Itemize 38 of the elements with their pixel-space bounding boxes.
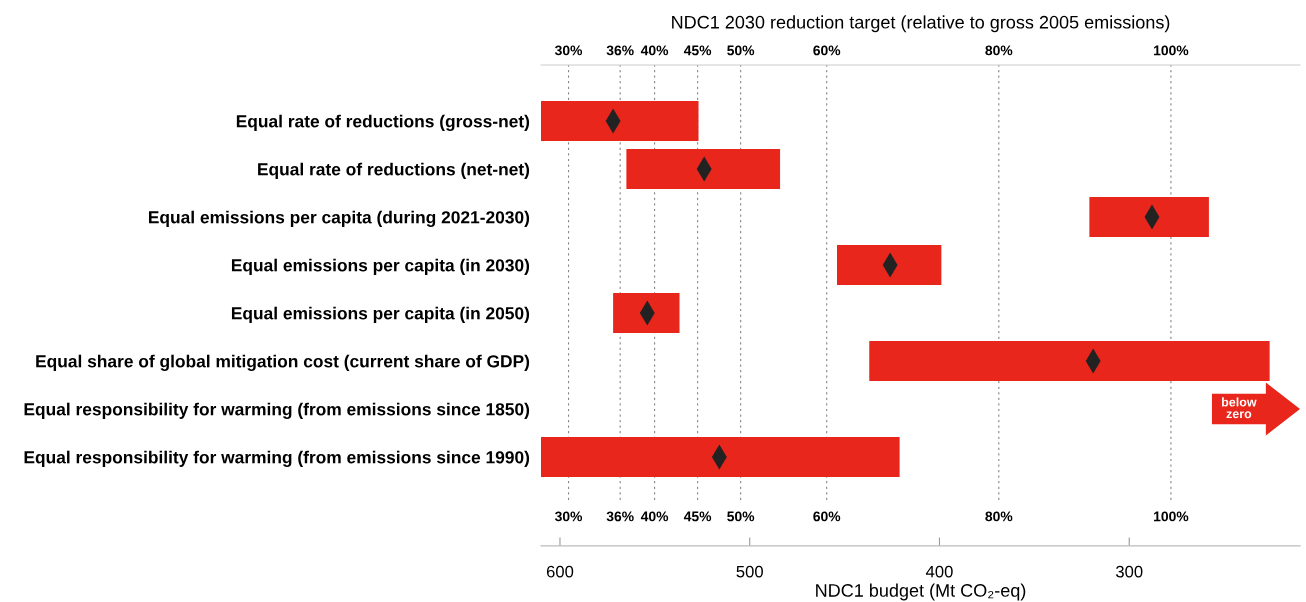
text: 36% [606,511,634,522]
x2-tick-label: 40% [640,45,669,56]
bar [626,149,781,189]
y-tick-label: Equal responsibility for warming (from emissions since 1850) [24,402,530,419]
bar [541,101,699,141]
y-tick-label: Equal share of global mitigation cost (current share of GDP) [36,354,530,371]
bar [613,293,680,333]
text: 40% [640,511,669,522]
x2-axis-title: NDC1 2030 reduction target (relative to gross 2005 emissions) [672,15,1170,33]
y-tick-label: Equal emissions per capita (in 2050) [231,306,530,323]
x2-tick-label: 100% [1154,45,1189,56]
text: 45% [683,511,712,522]
y-tick-label: Equal rate of reductions (gross-net) [236,114,530,131]
bar [837,245,942,285]
bar [869,341,1270,381]
text: 60% [813,511,841,522]
bar [541,437,900,477]
y-tick-label: Equal emissions per capita (in 2030) [231,258,530,275]
x-tick-label: 300 [1115,565,1143,578]
y-tick-label: Equal rate of reductions (net-net) [258,162,530,179]
text: 30% [554,511,583,522]
y-tick-label: Equal emissions per capita (during 2021-2030) [149,210,530,227]
x-tick-label: 400 [925,565,953,578]
y-tick-label: Equal responsibility for warming (from emissions since 1990) [24,450,530,467]
x2-tick-label: 50% [727,45,755,56]
text: 100% [1154,511,1189,522]
x-tick-label: 600 [546,565,574,578]
x2-tick-label: 80% [985,45,1013,56]
text: 50% [727,511,755,522]
text: 80% [985,511,1013,522]
x2-tick-label: 60% [813,45,841,56]
x2-tick-label: 45% [683,45,712,56]
x-tick-label: 500 [736,565,763,578]
annotation: below zero [1222,397,1257,419]
bar [1089,197,1209,237]
x2-tick-label: 36% [606,45,634,56]
x-axis-title: NDC1 budget (Mt CO₂-eq) [816,583,1026,601]
x2-tick-label: 30% [554,45,583,56]
